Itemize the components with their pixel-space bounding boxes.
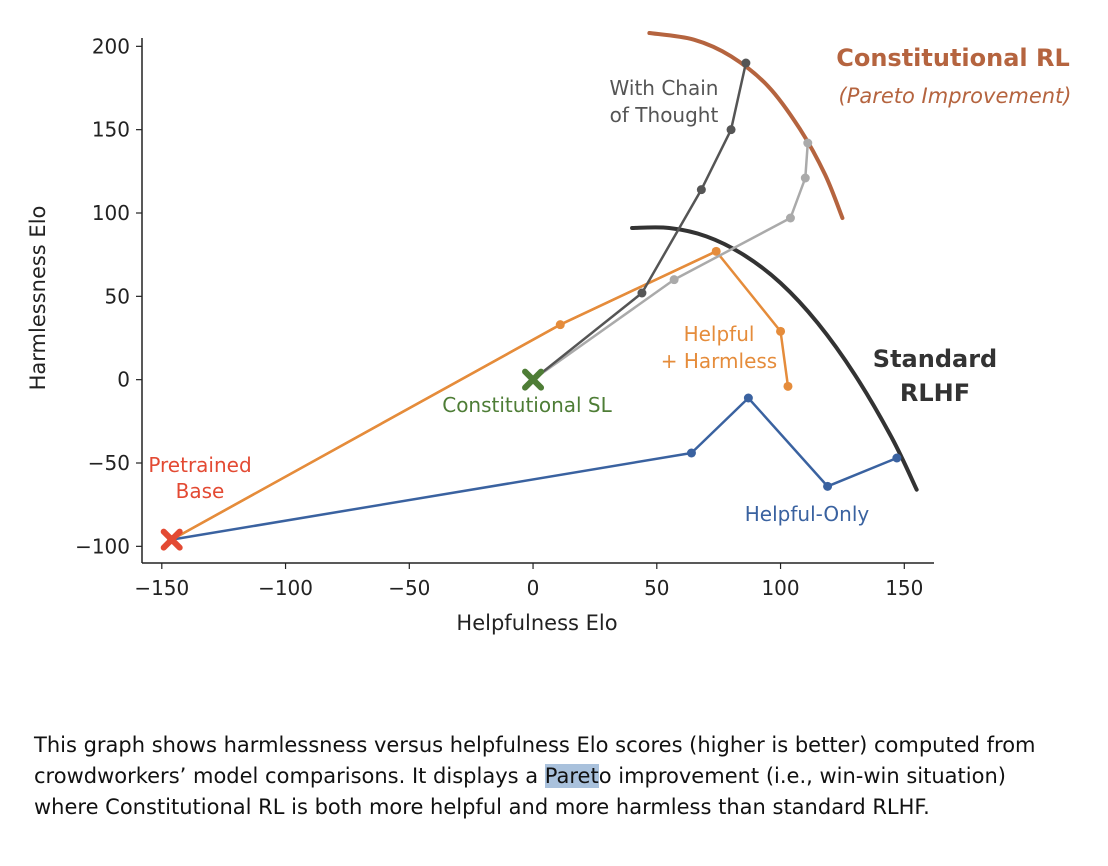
data-point bbox=[711, 246, 721, 256]
x-tick-label: −100 bbox=[258, 576, 313, 600]
x-tick-label: 50 bbox=[644, 576, 669, 600]
annotation-standard-rlhf-line1: Standard bbox=[873, 345, 997, 373]
y-tick-label: 150 bbox=[92, 118, 130, 142]
y-tick-label: 100 bbox=[92, 201, 130, 225]
y-tick-label: −50 bbox=[88, 451, 130, 475]
frontier-curve bbox=[647, 31, 845, 220]
data-series bbox=[167, 58, 902, 545]
x-marker bbox=[522, 368, 545, 391]
annotation-helpful-harmless-line1: Helpful bbox=[684, 322, 755, 346]
chart: −150 −100 −50 0 50 100 150−100−50050100150200 … bbox=[26, 31, 1072, 635]
series-line bbox=[673, 142, 810, 281]
data-point bbox=[743, 393, 753, 403]
annotation-constitutional-rl-title: Constitutional RL bbox=[836, 44, 1070, 72]
data-point bbox=[823, 481, 833, 491]
frontier-curves bbox=[630, 31, 919, 492]
series-line bbox=[532, 278, 675, 381]
data-point bbox=[696, 185, 706, 195]
caption-text-end: o improvement (i.e., win-win situation) … bbox=[34, 764, 1006, 819]
series-line bbox=[171, 451, 692, 541]
data-markers bbox=[160, 368, 545, 551]
annotation-cot-line1: With Chain bbox=[610, 76, 719, 100]
annotation-constitutional-rl-subtitle: (Pareto Improvement) bbox=[839, 84, 1072, 108]
figure-caption: This graph shows harmlessness versus hel… bbox=[34, 730, 1074, 823]
frontier-curve bbox=[630, 225, 919, 492]
annotation-pretrained-line2: Base bbox=[176, 479, 225, 503]
x-marker bbox=[160, 528, 183, 551]
caption-text-start: This graph shows harmlessness versus hel… bbox=[34, 733, 1036, 788]
annotation-standard-rlhf-line2: RLHF bbox=[900, 379, 970, 407]
x-tick-label: 150 bbox=[885, 576, 923, 600]
data-point bbox=[637, 288, 647, 298]
annotation-cot-line2: of Thought bbox=[610, 103, 719, 127]
data-point bbox=[800, 173, 810, 183]
data-point bbox=[741, 58, 751, 68]
data-point bbox=[892, 453, 902, 463]
x-axis-label: Helpfulness Elo bbox=[456, 611, 617, 635]
data-point bbox=[555, 320, 565, 330]
annotation-helpful-only: Helpful-Only bbox=[745, 502, 870, 526]
data-point bbox=[803, 138, 813, 148]
annotation-helpful-harmless-line2: + Harmless bbox=[661, 349, 777, 373]
annotation-pretrained-line1: Pretrained bbox=[148, 453, 251, 477]
data-point bbox=[726, 125, 736, 135]
x-tick-label: 0 bbox=[527, 576, 540, 600]
x-tick-label: 100 bbox=[761, 576, 799, 600]
y-tick-label: 0 bbox=[117, 368, 130, 392]
data-point bbox=[783, 381, 793, 391]
series-line bbox=[532, 292, 643, 381]
data-point bbox=[776, 326, 786, 336]
annotation-constitutional-sl: Constitutional SL bbox=[442, 393, 612, 417]
y-tick-label: 50 bbox=[105, 284, 130, 308]
series-line bbox=[690, 396, 898, 488]
caption-highlight: Paret bbox=[544, 764, 599, 788]
x-tick-label: −50 bbox=[388, 576, 430, 600]
y-tick-label: 200 bbox=[92, 34, 130, 58]
data-point bbox=[686, 448, 696, 458]
series-line bbox=[640, 62, 748, 294]
data-point bbox=[785, 213, 795, 223]
x-tick-label: −150 bbox=[134, 576, 189, 600]
y-tick-label: −100 bbox=[75, 534, 130, 558]
data-point bbox=[669, 275, 679, 285]
y-axis-label: Harmlessness Elo bbox=[26, 206, 50, 391]
